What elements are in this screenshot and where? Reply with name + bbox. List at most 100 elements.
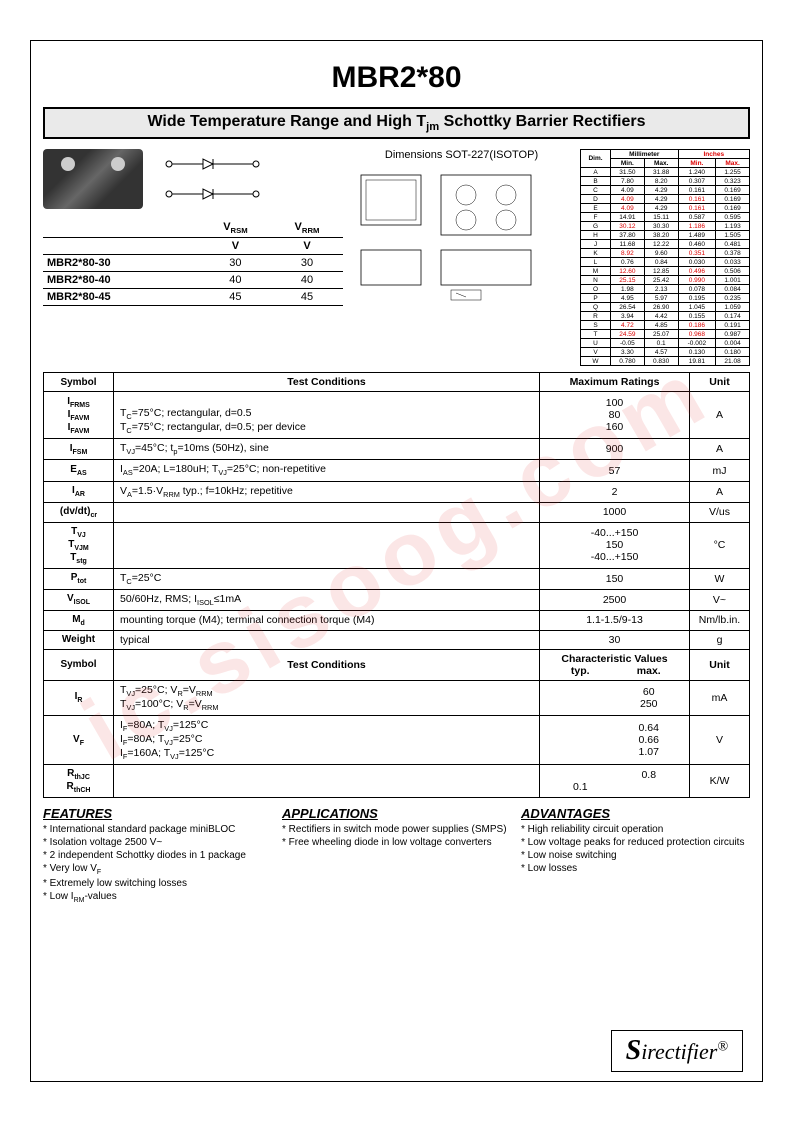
dim-row: L0.760.840.0300.033 — [581, 258, 750, 267]
dim-max1: Max. — [644, 159, 678, 168]
v-unit: V — [200, 238, 271, 255]
bottom-columns: FEATURES International standard package … — [43, 806, 750, 905]
schematic-icon — [163, 149, 263, 209]
head-sym: Symbol — [44, 373, 114, 392]
rating-row: VISOL50/60Hz, RMS; IISOL≤1mA2500V~ — [44, 589, 750, 610]
ratings-table: Symbol Test Conditions Maximum Ratings U… — [43, 372, 750, 798]
dim-title: Dimensions SOT-227(ISOTOP) — [351, 149, 572, 161]
head-sym2: Symbol — [44, 649, 114, 680]
rating-row: PtotTC=25°C150W — [44, 568, 750, 589]
dim-row: E4.094.290.1610.169 — [581, 204, 750, 213]
dim-row: F14.9115.110.5870.595 — [581, 213, 750, 222]
rating-row: IFRMSIFAVMIFAVMTC=75°C; rectangular, d=0… — [44, 392, 750, 439]
dim-in: Inches — [678, 150, 749, 159]
voltage-row: MBR2*80-303030 — [43, 255, 343, 272]
dim-row: B7.808.200.3070.323 — [581, 177, 750, 186]
advantages-item: High reliability circuit operation — [521, 823, 750, 836]
advantages-item: Low losses — [521, 862, 750, 875]
rating-row: IARVA=1.5·VRRM typ.; f=10kHz; repetitive… — [44, 481, 750, 502]
dim-row: D4.094.290.1610.169 — [581, 195, 750, 204]
page-frame: MBR2*80 Wide Temperature Range and High … — [30, 40, 763, 1082]
rating-row: TVJTVJMTstg-40...+150150-40...+150°C — [44, 522, 750, 568]
brand-logo: Sirectifier® — [611, 1030, 743, 1072]
logo-r: ® — [717, 1040, 728, 1055]
head-cond: Test Conditions — [114, 373, 540, 392]
max-label: max. — [615, 665, 684, 677]
applications-item: Rectifiers in switch mode power supplies… — [282, 823, 511, 836]
v-unit2: V — [271, 238, 343, 255]
dim-table-block: Dim.MillimeterInches Min.Max.Min.Max. A3… — [580, 149, 750, 366]
rating-row: Weighttypical30g — [44, 630, 750, 649]
dim-row: U-0.050.1-0.0020.004 — [581, 339, 750, 348]
rating-row: EASIAS=20A; L=180uH; TVJ=25°C; non-repet… — [44, 460, 750, 481]
advantages-item: Low noise switching — [521, 849, 750, 862]
voltage-row: MBR2*80-404040 — [43, 272, 343, 289]
features-item: International standard package miniBLOC — [43, 823, 272, 836]
dim-row: R3.944.420.1550.174 — [581, 312, 750, 321]
logo-rest: irectifier — [641, 1039, 717, 1064]
package-photo — [43, 149, 143, 209]
head-max: Maximum Ratings — [540, 373, 690, 392]
features-item: Extremely low switching losses — [43, 877, 272, 890]
char-row: IRTVJ=25°C; VR=VRRMTVJ=100°C; VR=VRRM602… — [44, 680, 750, 715]
dim-row: P4.955.970.1950.235 — [581, 294, 750, 303]
top-left: VRSM VRRM VV MBR2*80-303030MBR2*80-404040… — [43, 149, 343, 366]
logo-s: S — [626, 1035, 642, 1066]
subtitle-sub: jm — [426, 121, 439, 133]
features-item: Very low VF — [43, 862, 272, 877]
subtitle-pre: Wide Temperature Range and High T — [147, 113, 426, 130]
head-cond2: Test Conditions — [114, 649, 540, 680]
dim-row: W0.7800.83019.8121.08 — [581, 357, 750, 366]
part-title: MBR2*80 — [43, 61, 750, 95]
dim-min1: Min. — [610, 159, 644, 168]
features-item: Isolation voltage 2500 V~ — [43, 836, 272, 849]
applications-col: APPLICATIONS Rectifiers in switch mode p… — [282, 806, 511, 905]
dim-row: T24.5925.070.9680.987 — [581, 330, 750, 339]
rating-row: (dv/dt)cr1000V/us — [44, 502, 750, 522]
dim-row: S4.724.850.1860.191 — [581, 321, 750, 330]
dim-row: N25.1525.420.9901.001 — [581, 276, 750, 285]
char-row: VFIF=80A; TVJ=125°CIF=80A; TVJ=25°CIF=16… — [44, 716, 750, 765]
dim-row: K8.929.600.3510.378 — [581, 249, 750, 258]
char-row: RthJCRthCH0.10.8K/W — [44, 765, 750, 798]
dim-row: H37.8038.201.4891.505 — [581, 231, 750, 240]
dim-row: O1.982.130.0780.084 — [581, 285, 750, 294]
dim-row: C4.094.290.1610.169 — [581, 186, 750, 195]
vrsm-head: VRSM — [223, 221, 247, 233]
voltage-row: MBR2*80-454545 — [43, 289, 343, 306]
rating-row: IFSMTVJ=45°C; tp=10ms (50Hz), sine900A — [44, 439, 750, 460]
applications-item: Free wheeling diode in low voltage conve… — [282, 836, 511, 849]
advantages-item: Low voltage peaks for reduced protection… — [521, 836, 750, 849]
dim-mm: Millimeter — [610, 150, 678, 159]
features-item: Low IRM-values — [43, 890, 272, 905]
features-title: FEATURES — [43, 806, 272, 821]
dim-row: A31.5031.881.2401.255 — [581, 168, 750, 177]
head-unit2: Unit — [690, 649, 750, 680]
advantages-title: ADVANTAGES — [521, 806, 750, 821]
dim-max2: Max. — [716, 159, 750, 168]
dim-row: Q26.5426.901.0451.059 — [581, 303, 750, 312]
dim-h: Dim. — [581, 150, 611, 168]
features-col: FEATURES International standard package … — [43, 806, 272, 905]
dimensions-block: Dimensions SOT-227(ISOTOP) — [351, 149, 572, 366]
head-char: Characteristic Values typ.max. — [540, 649, 690, 680]
subtitle-post: Schottky Barrier Rectifiers — [439, 113, 645, 130]
dim-row: M12.6012.850.4960.506 — [581, 267, 750, 276]
char-label: Characteristic Values — [546, 653, 683, 665]
subtitle-bar: Wide Temperature Range and High Tjm Scho… — [43, 107, 750, 139]
advantages-col: ADVANTAGES High reliability circuit oper… — [521, 806, 750, 905]
dim-min2: Min. — [678, 159, 716, 168]
top-section: VRSM VRRM VV MBR2*80-303030MBR2*80-404040… — [43, 149, 750, 366]
features-item: 2 independent Schottky diodes in 1 packa… — [43, 849, 272, 862]
dim-table: Dim.MillimeterInches Min.Max.Min.Max. A3… — [580, 149, 750, 366]
mechanical-drawing — [351, 165, 551, 305]
typ-label: typ. — [546, 665, 615, 677]
voltage-table: VRSM VRRM VV MBR2*80-303030MBR2*80-404040… — [43, 219, 343, 306]
rating-row: Mdmounting torque (M4); terminal connect… — [44, 610, 750, 630]
dim-row: V3.304.570.1300.180 — [581, 348, 750, 357]
dim-row: J11.6812.220.4600.481 — [581, 240, 750, 249]
vrrm-head: VRRM — [295, 221, 320, 233]
head-unit: Unit — [690, 373, 750, 392]
applications-title: APPLICATIONS — [282, 806, 511, 821]
dim-row: G30.1230.301.1861.193 — [581, 222, 750, 231]
